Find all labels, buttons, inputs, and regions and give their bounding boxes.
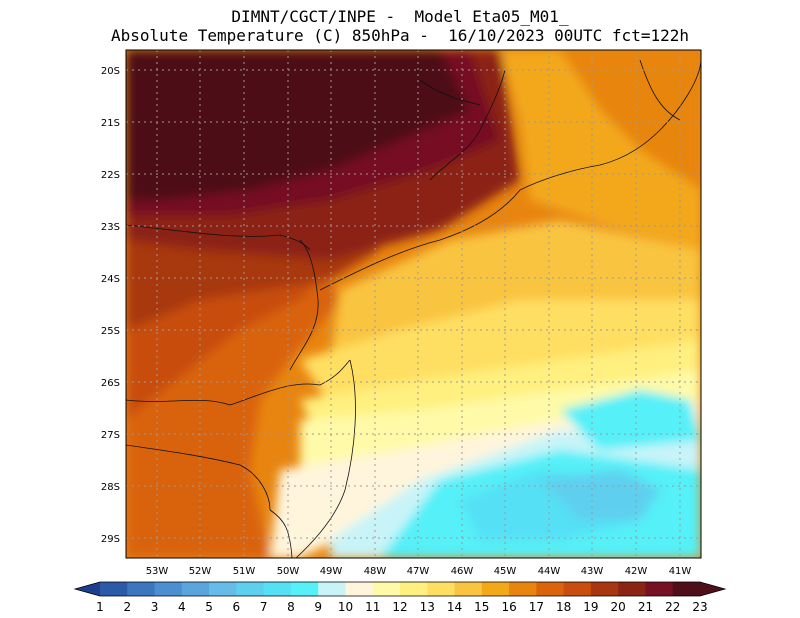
colorbar-swatch (536, 582, 565, 596)
lon-label: 42W (625, 566, 648, 577)
colorbar-label: 8 (287, 600, 295, 614)
colorbar-left-arrow (75, 582, 100, 596)
colorbar-swatch (454, 582, 483, 596)
lat-label: 21S (101, 118, 120, 129)
colorbar-swatch (509, 582, 537, 596)
colorbar-label: 7 (260, 600, 268, 614)
colorbar-swatch (400, 582, 428, 596)
colorbar-label: 18 (556, 600, 571, 614)
colorbar-label: 15 (474, 600, 489, 614)
colorbar-label: 3 (151, 600, 159, 614)
colorbar-swatch (481, 582, 510, 596)
colorbar-label: 1 (96, 600, 104, 614)
colorbar-swatch (290, 582, 319, 596)
lon-label: 49W (320, 566, 343, 577)
colorbar-label: 11 (365, 600, 380, 614)
colorbar-swatch (645, 582, 674, 596)
lon-label: 43W (581, 566, 604, 577)
lon-label: 48W (364, 566, 387, 577)
colorbar-label: 20 (611, 600, 626, 614)
lon-label: 50W (277, 566, 300, 577)
chart-title-line1: DIMNT/CGCT/INPE - Model Eta05_M01_ (231, 7, 569, 26)
colorbar-label: 13 (420, 600, 435, 614)
lat-label: 26S (101, 378, 120, 389)
lat-label: 25S (101, 326, 120, 337)
colorbar: 1 2 3 4 5 6 7 8 9 10 11 12 13 14 15 16 17 18 19 20 21 22 23 (73, 581, 727, 614)
colorbar-swatch (372, 582, 401, 596)
colorbar-swatch (127, 582, 156, 596)
colorbar-right-arrow (700, 582, 725, 596)
latitude-axis: 20S 21S 22S 23S 24S 25S 26S 27S 28S 29S (101, 66, 120, 545)
colorbar-label: 14 (447, 600, 462, 614)
lat-label: 24S (101, 274, 120, 285)
colorbar-swatch (427, 582, 456, 596)
lon-label: 51W (233, 566, 256, 577)
colorbar-label: 23 (692, 600, 707, 614)
lat-label: 27S (101, 430, 120, 441)
lon-label: 46W (451, 566, 474, 577)
colorbar-swatch (236, 582, 265, 596)
lon-label: 47W (407, 566, 430, 577)
colorbar-swatch (263, 582, 292, 596)
lon-label: 45W (494, 566, 517, 577)
colorbar-label: 16 (501, 600, 516, 614)
colorbar-swatch (563, 582, 592, 596)
colorbar-swatch (590, 582, 619, 596)
colorbar-label: 19 (583, 600, 598, 614)
graticule (126, 50, 701, 558)
lon-label: 52W (189, 566, 212, 577)
lon-label: 53W (146, 566, 169, 577)
colorbar-swatch (100, 582, 128, 596)
colorbar-label: 5 (205, 600, 213, 614)
colorbar-label: 10 (338, 600, 353, 614)
lat-label: 28S (101, 482, 120, 493)
colorbar-swatch (181, 582, 210, 596)
colorbar-label: 6 (233, 600, 241, 614)
colorbar-label: 12 (392, 600, 407, 614)
colorbar-label: 4 (178, 600, 186, 614)
chart-title-line2: Absolute Temperature (C) 850hPa - 16/10/… (111, 26, 689, 45)
colorbar-swatch (345, 582, 374, 596)
longitude-axis: 53W 52W 51W 50W 49W 48W 47W 46W 45W 44W … (146, 566, 692, 577)
colorbar-label: 17 (529, 600, 544, 614)
lat-label: 22S (101, 170, 120, 181)
colorbar-label: 2 (123, 600, 131, 614)
lon-label: 41W (669, 566, 692, 577)
lon-label: 44W (538, 566, 561, 577)
colorbar-swatch (154, 582, 183, 596)
map-frame (125, 49, 702, 559)
lat-label: 23S (101, 222, 120, 233)
lat-label: 20S (101, 66, 120, 77)
colorbar-outline (73, 581, 727, 597)
colorbar-swatch (318, 582, 346, 596)
colorbar-swatch (209, 582, 237, 596)
temperature-field (126, 50, 701, 558)
colorbar-label: 22 (665, 600, 680, 614)
colorbar-label: 9 (314, 600, 322, 614)
colorbar-swatch (618, 582, 646, 596)
colorbar-swatch (672, 582, 701, 596)
lat-label: 29S (101, 534, 120, 545)
colorbar-label: 21 (638, 600, 653, 614)
